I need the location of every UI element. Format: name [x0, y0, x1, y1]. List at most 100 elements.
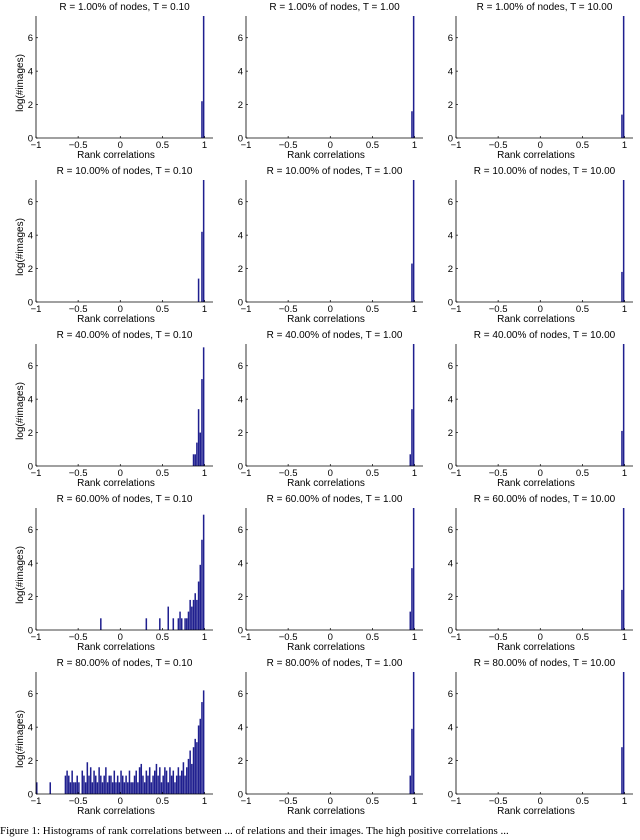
- x-tick-label: −0.5: [279, 468, 298, 479]
- histogram-bar: [101, 782, 104, 794]
- y-tick-label: 4: [238, 67, 243, 78]
- y-axis-label: log(#images): [15, 546, 26, 604]
- x-tick-label: −0.5: [69, 304, 88, 315]
- histogram-bar: [100, 618, 102, 630]
- y-tick-label: 2: [238, 756, 243, 767]
- histogram-bar: [202, 16, 205, 138]
- panel-title: R = 60.00% of nodes, T = 10.00: [474, 494, 616, 505]
- panel-title: R = 1.00% of nodes, T = 0.10: [59, 2, 190, 13]
- y-tick-label: 6: [238, 525, 243, 536]
- x-tick-label: −1: [31, 632, 42, 643]
- y-tick-label: 6: [238, 197, 243, 208]
- histogram-bar: [148, 767, 151, 794]
- histogram-panel: R = 80.00% of nodes, T = 1.00 −1 −0.5 0 0.5 1…: [238, 658, 423, 817]
- x-tick-label: −0.5: [69, 796, 88, 807]
- histogram-bar: [103, 775, 105, 794]
- x-tick-label: 1: [622, 796, 627, 807]
- histogram-bar: [411, 568, 413, 630]
- histogram-bar: [88, 775, 90, 794]
- panel-title: R = 60.00% of nodes, T = 1.00: [267, 494, 403, 505]
- histogram-bar: [412, 180, 415, 302]
- x-axis-label: Rank correlations: [287, 806, 365, 817]
- histogram-bar: [78, 782, 80, 794]
- histogram-bar: [196, 742, 198, 794]
- histogram-bar: [411, 111, 413, 138]
- histogram-bar: [128, 770, 131, 794]
- y-tick-label: 4: [28, 395, 33, 406]
- histogram-bar: [132, 782, 134, 794]
- x-tick-label: −0.5: [489, 140, 508, 151]
- y-tick-label: 2: [28, 264, 33, 275]
- x-tick-label: 0: [328, 140, 333, 151]
- histogram-bar: [121, 775, 124, 794]
- x-tick-label: 0.5: [576, 632, 589, 643]
- x-tick-label: 0: [328, 304, 333, 315]
- histogram-bar: [197, 725, 200, 794]
- histogram-bar: [622, 16, 625, 138]
- histogram-bar: [100, 775, 102, 794]
- histogram-bar: [96, 782, 99, 794]
- histogram-bar: [118, 782, 121, 794]
- histogram-bar: [201, 702, 203, 794]
- x-tick-label: −1: [451, 468, 462, 479]
- histogram-bar: [622, 180, 625, 302]
- y-tick-label: 4: [238, 559, 243, 570]
- panel-title: R = 80.00% of nodes, T = 1.00: [267, 658, 403, 669]
- histogram-bar: [165, 770, 168, 794]
- x-tick-label: 0.5: [156, 632, 169, 643]
- histogram-panel: R = 40.00% of nodes, T = 1.00 −1 −0.5 0 0.5 1…: [238, 330, 423, 489]
- x-tick-label: −0.5: [69, 632, 88, 643]
- x-tick-label: 1: [412, 796, 417, 807]
- x-tick-label: −1: [241, 304, 252, 315]
- histogram-bar: [175, 775, 178, 794]
- x-tick-label: 1: [412, 632, 417, 643]
- x-tick-label: −0.5: [489, 304, 508, 315]
- histogram-bar: [145, 618, 148, 630]
- histogram-bar: [172, 770, 175, 794]
- histogram-bar: [177, 618, 180, 630]
- panel-title: R = 40.00% of nodes, T = 0.10: [57, 330, 193, 341]
- histogram-bar: [98, 767, 100, 794]
- y-tick-label: 4: [448, 723, 453, 734]
- x-tick-label: 1: [412, 468, 417, 479]
- histogram-bar: [621, 747, 623, 794]
- x-axis-label: Rank correlations: [287, 150, 365, 161]
- y-tick-label: 6: [448, 689, 453, 700]
- histogram-bar: [162, 775, 164, 794]
- histogram-bar: [184, 775, 186, 794]
- x-tick-label: 1: [202, 140, 207, 151]
- y-tick-label: 4: [238, 723, 243, 734]
- x-tick-label: −1: [241, 140, 252, 151]
- histogram-bar: [411, 263, 413, 302]
- x-axis-label: Rank correlations: [287, 642, 365, 653]
- histogram-bar: [201, 539, 203, 630]
- x-tick-label: 0.5: [156, 468, 169, 479]
- y-tick-label: 6: [28, 197, 33, 208]
- histogram-bar: [91, 782, 94, 794]
- histogram-bar: [186, 618, 188, 630]
- x-tick-label: −1: [241, 632, 252, 643]
- histogram-bar: [412, 508, 415, 630]
- x-axis-label: Rank correlations: [77, 478, 155, 489]
- histogram-bar: [135, 770, 137, 794]
- histogram-bar: [116, 775, 119, 794]
- figure-caption: Figure 1: Histograms of rank correlation…: [0, 825, 509, 837]
- histogram-bar: [202, 347, 205, 466]
- histogram-bar: [184, 618, 186, 630]
- histogram-bar: [169, 767, 171, 794]
- histogram-bar: [157, 775, 159, 794]
- histogram-bar: [194, 593, 196, 630]
- histogram-bar: [127, 782, 129, 794]
- histogram-bar: [409, 611, 412, 630]
- y-tick-label: 2: [238, 592, 243, 603]
- histogram-panel: R = 10.00% of nodes, T = 0.10 −1 −0.5 0 0.5 1…: [15, 166, 213, 325]
- histogram-bar: [125, 775, 127, 794]
- histogram-bar: [189, 750, 191, 794]
- histogram-bar: [192, 747, 195, 794]
- y-tick-label: 6: [238, 33, 243, 44]
- histogram-bar: [142, 775, 144, 794]
- x-tick-label: −1: [31, 796, 42, 807]
- y-tick-label: 4: [28, 723, 33, 734]
- y-tick-label: 0: [238, 626, 243, 637]
- histogram-bar: [197, 581, 200, 630]
